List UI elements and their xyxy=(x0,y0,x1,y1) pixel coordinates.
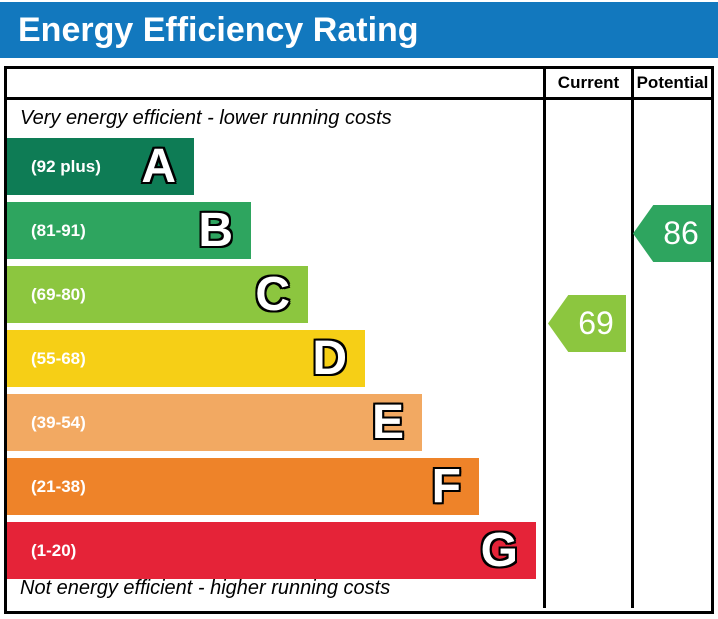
band-range-label: (39-54) xyxy=(31,412,86,432)
band-letter: G xyxy=(480,523,518,577)
band-F: (21-38) F xyxy=(7,458,479,515)
band-letter: C xyxy=(255,267,290,321)
potential-column: 86 xyxy=(631,100,711,608)
band-C: (69-80) C xyxy=(7,266,308,323)
table-header-row: Current Potential xyxy=(7,69,711,100)
table-body-row: Very energy efficient - lower running co… xyxy=(7,100,711,608)
band-G: (1-20) G xyxy=(7,522,536,579)
band-range-label: (69-80) xyxy=(31,284,86,304)
band-E: (39-54) E xyxy=(7,394,422,451)
band-range-label: (21-38) xyxy=(31,476,86,496)
band-range-label: (1-20) xyxy=(31,540,77,560)
bands: (92 plus) A (81-91) B (69-80) C (55-68) D (39-54… xyxy=(7,138,543,586)
header-cell-current: Current xyxy=(543,69,631,97)
bottom-note: Not energy efficient - higher running co… xyxy=(20,577,391,599)
band-range-label: (92 plus) xyxy=(31,156,101,176)
band-letter: A xyxy=(141,139,176,193)
page-title: Energy Efficiency Rating xyxy=(18,10,419,49)
band-A: (92 plus) A xyxy=(7,138,194,195)
header-cell-potential: Potential xyxy=(631,69,711,97)
band-letter: D xyxy=(312,331,347,385)
rating-table: Current Potential Very energy efficient … xyxy=(4,66,714,614)
band-D: (55-68) D xyxy=(7,330,365,387)
band-range-label: (55-68) xyxy=(31,348,86,368)
header-cell-chart xyxy=(7,69,543,97)
current-rating-arrow: 69 xyxy=(548,295,626,352)
band-letter: E xyxy=(371,395,404,449)
title-bar: Energy Efficiency Rating xyxy=(0,2,718,58)
potential-rating-arrow: 86 xyxy=(633,205,711,262)
top-note: Very energy efficient - lower running co… xyxy=(20,107,392,129)
chart-area: Very energy efficient - lower running co… xyxy=(7,100,543,608)
band-letter: F xyxy=(431,459,461,513)
current-rating-value: 69 xyxy=(578,305,614,341)
band-range-label: (81-91) xyxy=(31,220,86,240)
band-B: (81-91) B xyxy=(7,202,251,259)
band-letter: B xyxy=(198,203,233,257)
potential-rating-value: 86 xyxy=(663,215,699,251)
current-column: 69 xyxy=(543,100,631,608)
